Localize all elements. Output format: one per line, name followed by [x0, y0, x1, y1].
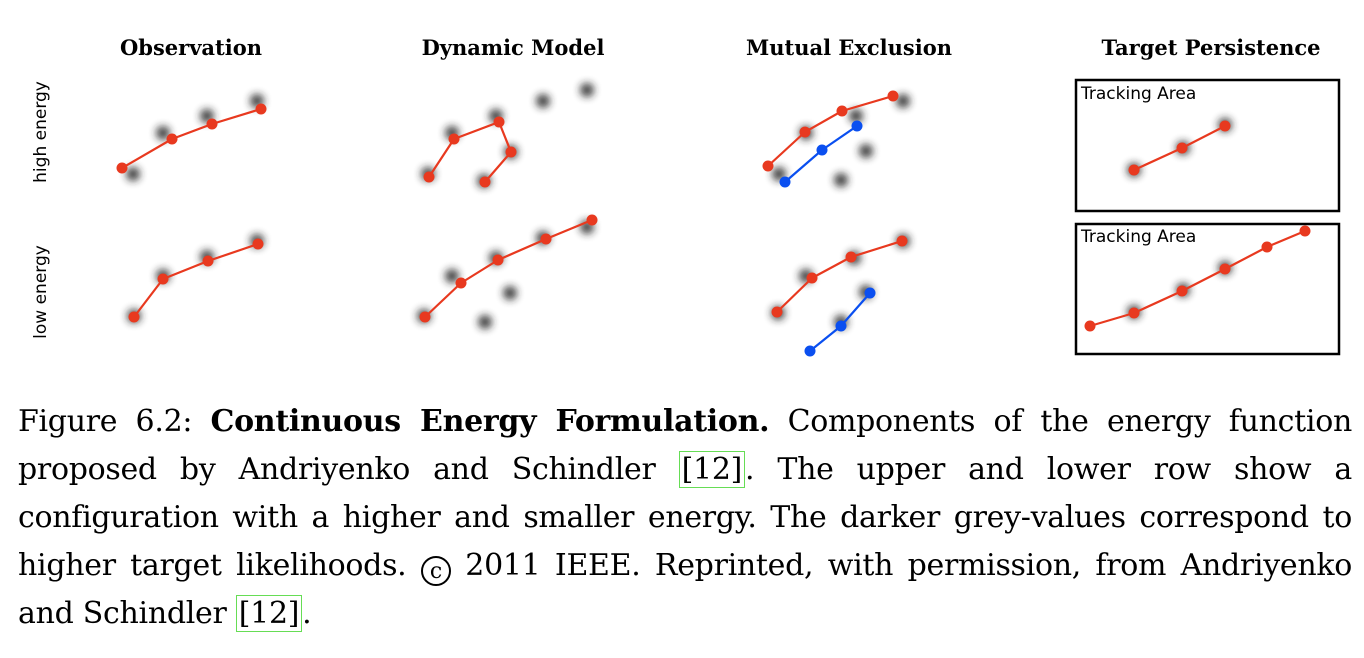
- likelihood-blob: [834, 173, 848, 187]
- red-trajectory-point: [128, 311, 140, 323]
- red-trajectory-point: [505, 146, 517, 158]
- red-trajectory-point: [836, 105, 848, 117]
- red-trajectory-point: [1176, 142, 1188, 154]
- red-trajectory-line: [423, 218, 594, 319]
- figure-panels: [116, 83, 1311, 357]
- red-trajectory-point: [423, 171, 435, 183]
- likelihood-blob: [503, 286, 517, 300]
- red-trajectory-point: [479, 176, 491, 188]
- citation-link[interactable]: [12]: [678, 451, 746, 488]
- caption-body-4: .: [302, 596, 312, 631]
- red-trajectory-point: [586, 214, 598, 226]
- column-title-observation: Observation: [120, 35, 262, 60]
- column-title-target-persistence: Target Persistence: [1101, 35, 1320, 60]
- tracking-area-box-top: [1074, 78, 1341, 213]
- citation-link[interactable]: [12]: [235, 595, 303, 632]
- red-trajectory-point: [1128, 307, 1140, 319]
- red-trajectory-point: [493, 116, 505, 128]
- red-trajectory-point: [157, 273, 169, 285]
- blue-trajectory-point: [779, 176, 791, 188]
- figure-caption: Figure 6.2: Continuous Energy Formulatio…: [18, 398, 1352, 638]
- row-label-high-energy: high energy: [31, 81, 51, 183]
- red-trajectory-point: [799, 126, 811, 138]
- caption-body-3: 2011 IEEE. Reprinted, with permission, f…: [18, 548, 1352, 631]
- likelihood-blob: [126, 167, 140, 181]
- red-trajectory-point: [166, 133, 178, 145]
- red-trajectory-point: [1219, 120, 1231, 132]
- red-trajectory-point: [116, 162, 128, 174]
- red-trajectory-point: [255, 103, 267, 115]
- blue-trajectory-point: [851, 120, 863, 132]
- red-trajectory-point: [455, 277, 467, 289]
- red-trajectory-point: [419, 311, 431, 323]
- blue-trajectory-point: [804, 345, 816, 357]
- red-trajectory-point: [762, 160, 774, 172]
- red-trajectory-point: [1299, 225, 1311, 237]
- red-trajectory-point: [1219, 263, 1231, 275]
- caption-body-1: Components of the energy function propos…: [18, 404, 1352, 487]
- red-trajectory-point: [448, 133, 460, 145]
- red-trajectory-point: [202, 255, 214, 267]
- red-trajectory-line: [120, 107, 263, 170]
- likelihood-blob: [156, 126, 170, 140]
- blue-trajectory-point: [864, 287, 876, 299]
- red-trajectory-point: [1084, 320, 1096, 332]
- red-trajectory-point: [896, 235, 908, 247]
- column-title-mutual-exclusion: Mutual Exclusion: [746, 35, 952, 60]
- red-trajectory-point: [540, 233, 552, 245]
- tracking-area-box-bottom: [1074, 222, 1341, 356]
- red-trajectory-point: [206, 118, 218, 130]
- red-trajectory-line: [132, 242, 260, 319]
- red-trajectory-point: [252, 238, 264, 250]
- caption-body-2: . The upper and lower row show a configu…: [18, 452, 1352, 583]
- caption-prefix: Figure 6.2:: [18, 404, 211, 439]
- likelihood-blob: [580, 83, 594, 97]
- tracking-area-label-bottom: Tracking Area: [1080, 227, 1196, 247]
- red-trajectory-point: [1128, 164, 1140, 176]
- red-trajectory-line: [1088, 229, 1307, 328]
- likelihood-blob: [445, 269, 459, 283]
- red-trajectory-point: [845, 251, 857, 263]
- blue-trajectory-point: [835, 320, 847, 332]
- red-trajectory-line: [766, 94, 895, 168]
- red-trajectory-line: [775, 239, 904, 314]
- likelihood-blob: [536, 94, 550, 108]
- blue-trajectory-point: [816, 144, 828, 156]
- red-trajectory-point: [771, 306, 783, 318]
- red-trajectory-point: [492, 254, 504, 266]
- likelihood-blob: [896, 94, 910, 108]
- row-label-low-energy: low energy: [31, 245, 51, 339]
- copyright-icon: c: [420, 556, 451, 586]
- tracking-area-label-top: Tracking Area: [1080, 84, 1196, 104]
- caption-title: Continuous Energy Formulation.: [210, 404, 770, 439]
- red-trajectory-point: [806, 272, 818, 284]
- likelihood-blob: [859, 144, 873, 158]
- likelihood-blob: [849, 109, 863, 123]
- red-trajectory-point: [1176, 285, 1188, 297]
- energy-formulation-figure: Observation Dynamic Model Mutual Exclusi…: [31, 35, 1341, 357]
- column-title-dynamic-model: Dynamic Model: [422, 35, 605, 60]
- red-trajectory-point: [887, 90, 899, 102]
- red-trajectory-line: [427, 120, 513, 184]
- red-trajectory-point: [1261, 241, 1273, 253]
- likelihood-blob: [478, 315, 492, 329]
